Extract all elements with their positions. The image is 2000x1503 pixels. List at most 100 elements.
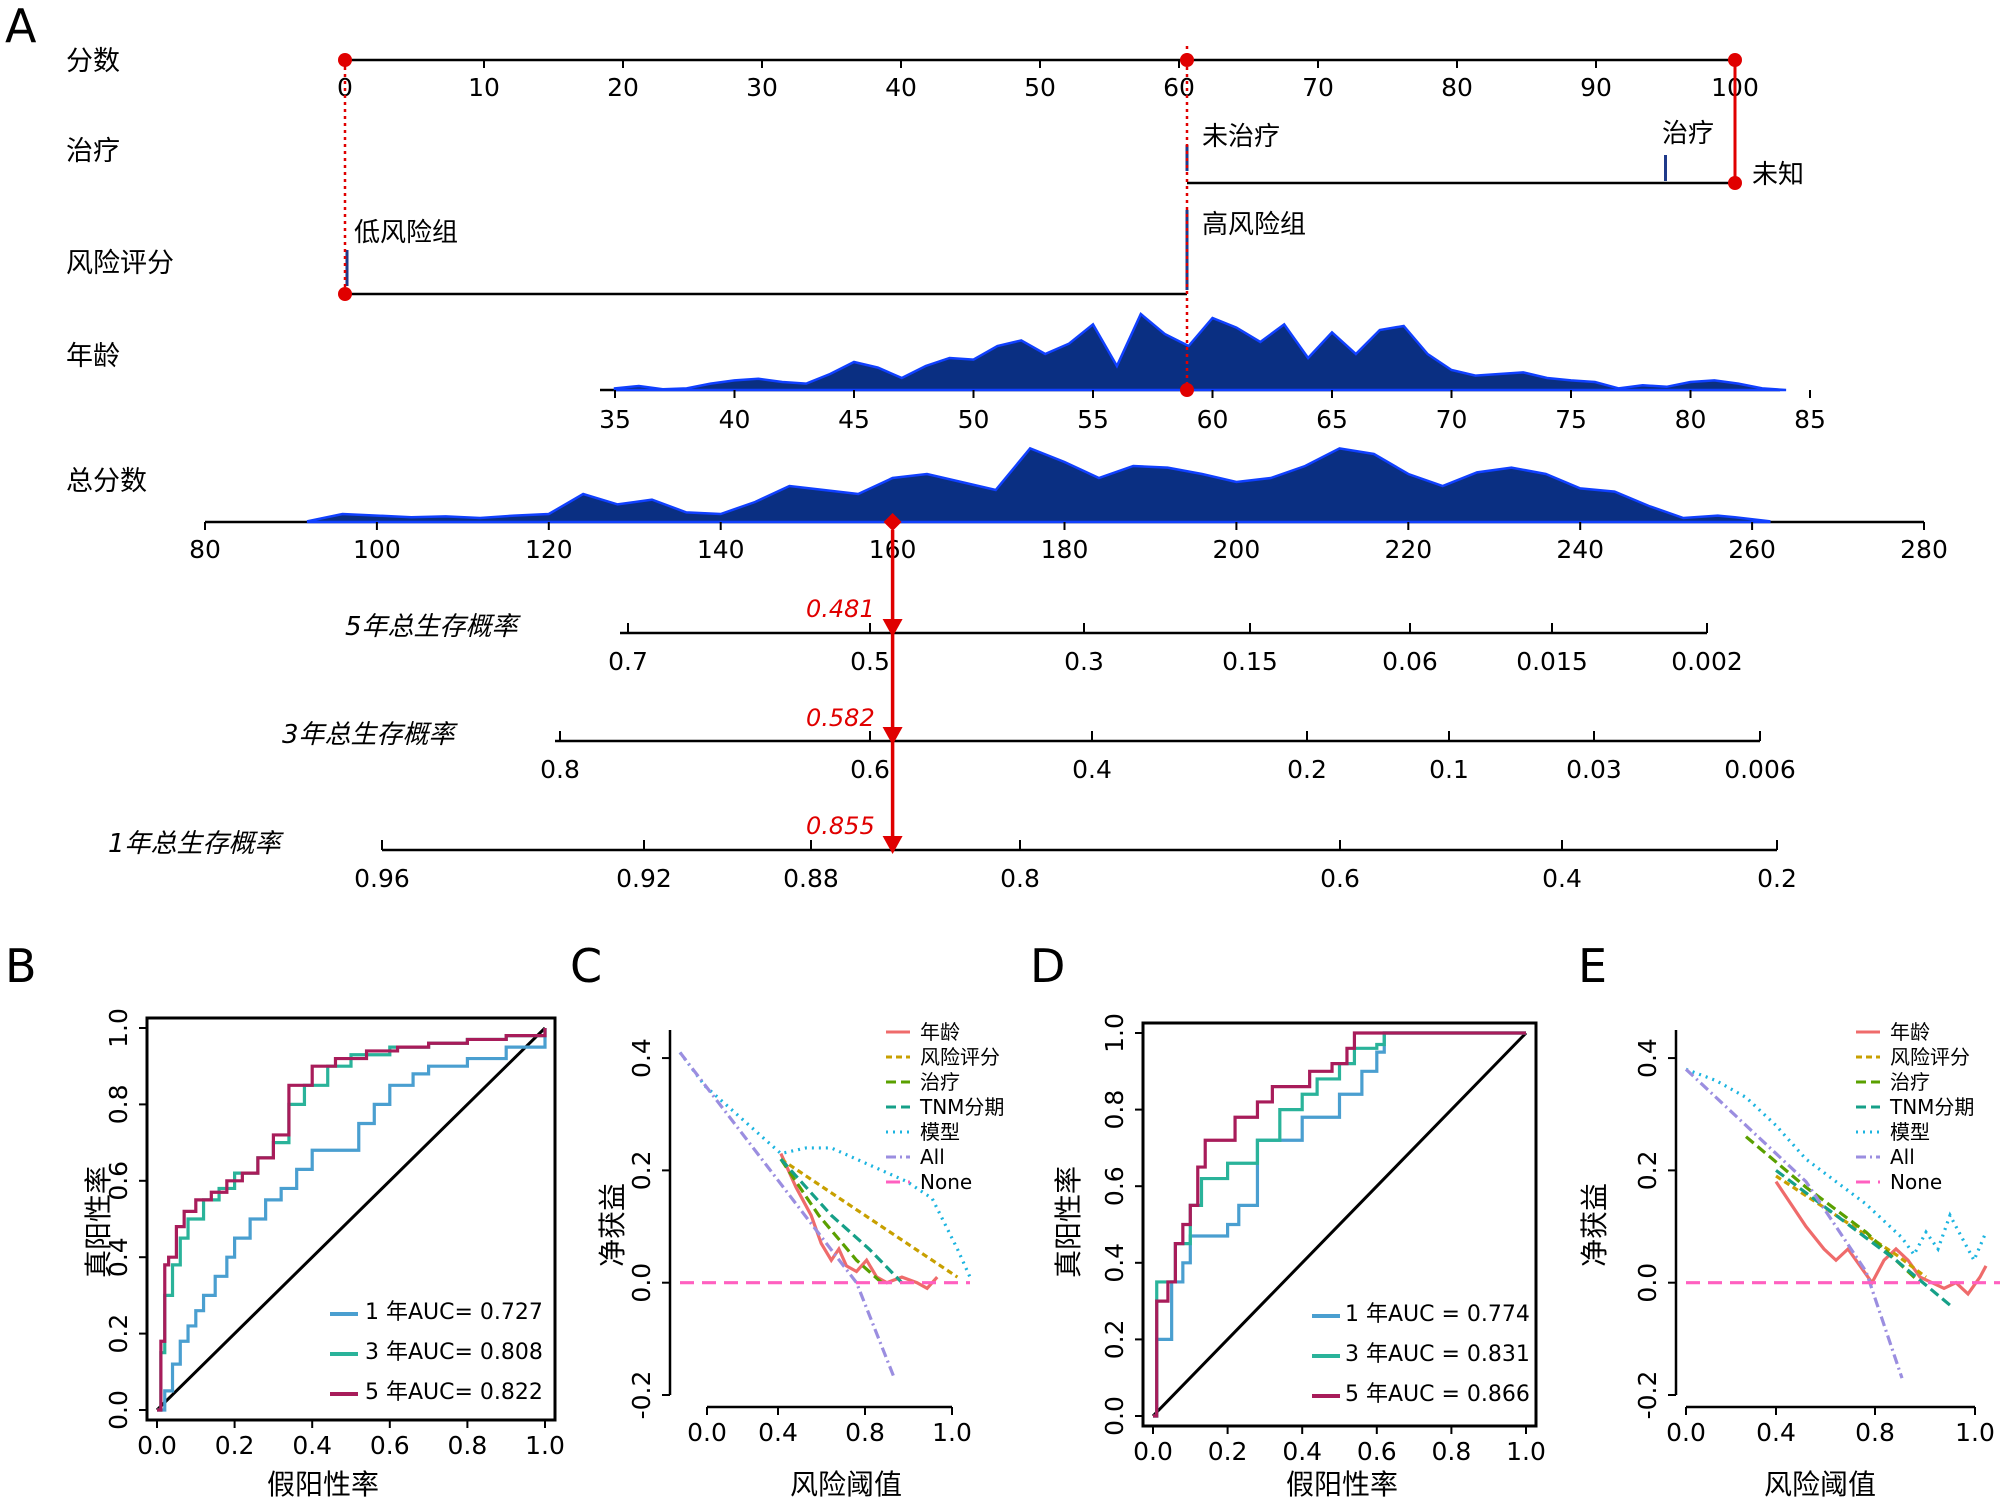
d-roc-curve-2 bbox=[1153, 1031, 1526, 1418]
row-label-1yr-survival: 1年总生存概率 bbox=[108, 829, 285, 859]
d-xtick-label: 0.2 bbox=[1208, 1437, 1248, 1466]
e-xtick-label: 1.0 bbox=[1955, 1418, 1995, 1447]
b-frame bbox=[145, 1016, 557, 1422]
survival-tick-label: 0.015 bbox=[1516, 647, 1588, 676]
e-legend-risk: 风险评分 bbox=[1890, 1045, 1970, 1069]
c-dca-curve-5 bbox=[678, 1051, 896, 1379]
e-xlabel: 风险阈值 bbox=[1764, 1468, 1876, 1501]
points-tick-label: 0 bbox=[337, 73, 353, 102]
c-legend-risk: 风险评分 bbox=[920, 1045, 1000, 1069]
age-tick-label: 60 bbox=[1197, 405, 1229, 434]
survival-tick-label: 0.6 bbox=[850, 755, 890, 784]
e-dca-curve-0 bbox=[1774, 1180, 1988, 1297]
age-tick-label: 55 bbox=[1077, 405, 1109, 434]
annot-1yr: 0.855 bbox=[806, 812, 875, 840]
e-legend-all: All bbox=[1890, 1145, 1915, 1169]
age-density-shape bbox=[613, 311, 1787, 392]
survival-tick-label: 0.92 bbox=[616, 864, 672, 893]
survival-tick-label: 0.7 bbox=[608, 647, 648, 676]
age-tick-label: 40 bbox=[719, 405, 751, 434]
c-xtick-label: 0.4 bbox=[758, 1418, 798, 1447]
red-dot-treatment-unknown bbox=[1728, 176, 1742, 190]
d-xtick-label: 0.6 bbox=[1357, 1437, 1397, 1466]
points-tick-label: 40 bbox=[885, 73, 917, 102]
row-label-age: 年龄 bbox=[66, 341, 120, 372]
e-dca-curve-4 bbox=[1685, 1067, 1988, 1264]
b-xtick-label: 1.0 bbox=[525, 1431, 565, 1460]
survival-tick-label: 0.88 bbox=[783, 864, 839, 893]
survival-tick-label: 0.8 bbox=[540, 755, 580, 784]
total-tick-label: 260 bbox=[1728, 535, 1776, 564]
annot-3yr: 0.582 bbox=[806, 704, 875, 732]
total-tick-label: 100 bbox=[353, 535, 401, 564]
e-ytick-label: 0.4 bbox=[1633, 1038, 1662, 1078]
c-legend-tnm: TNM分期 bbox=[919, 1095, 1004, 1119]
b-diagonal bbox=[155, 1026, 547, 1412]
level-untreated: 未治疗 bbox=[1202, 122, 1280, 152]
survival-tick-label: 0.4 bbox=[1072, 755, 1112, 784]
points-tick-label: 60 bbox=[1163, 73, 1195, 102]
red-dot-age bbox=[1180, 383, 1194, 397]
b-xtick-label: 0.4 bbox=[292, 1431, 332, 1460]
d-xlabel: 假阳性率 bbox=[1286, 1468, 1398, 1501]
e-ytick-label: 0.0 bbox=[1633, 1263, 1662, 1303]
b-legend-1: 1 年AUC= 0.727 bbox=[365, 1300, 543, 1325]
total-tick-label: 80 bbox=[189, 535, 221, 564]
points-tick-label: 30 bbox=[746, 73, 778, 102]
survival-tick-label: 0.002 bbox=[1671, 647, 1743, 676]
d-ytick-label: 0.6 bbox=[1100, 1166, 1129, 1206]
points-tick-label: 90 bbox=[1580, 73, 1612, 102]
b-roc-curve-2 bbox=[157, 1028, 547, 1412]
survival-tick-label: 0.06 bbox=[1382, 647, 1438, 676]
survival-tick-label: 0.96 bbox=[354, 864, 410, 893]
age-tick-label: 65 bbox=[1316, 405, 1348, 434]
c-dca-curve-1 bbox=[779, 1157, 959, 1279]
b-xtick-label: 0.0 bbox=[137, 1431, 177, 1460]
level-unknown: 未知 bbox=[1752, 160, 1804, 190]
b-ytick-label: 1.0 bbox=[104, 1008, 133, 1048]
d-ytick-label: 0.8 bbox=[1100, 1090, 1129, 1130]
d-diagonal bbox=[1151, 1031, 1528, 1418]
total-tick-label: 220 bbox=[1384, 535, 1432, 564]
e-legend-treatment: 治疗 bbox=[1890, 1070, 1930, 1094]
red-arrowhead bbox=[882, 727, 903, 745]
age-tick-label: 45 bbox=[838, 405, 870, 434]
age-tick-label: 75 bbox=[1555, 405, 1587, 434]
survival-tick-label: 0.2 bbox=[1757, 864, 1797, 893]
c-dca-curve-3 bbox=[779, 1158, 904, 1284]
b-legend-5: 5 年AUC= 0.822 bbox=[365, 1380, 543, 1405]
e-dca-curve-2 bbox=[1744, 1135, 1922, 1284]
total-tick-label: 280 bbox=[1900, 535, 1948, 564]
d-legend-3: 3 年AUC = 0.831 bbox=[1345, 1342, 1530, 1367]
c-xtick-label: 1.0 bbox=[932, 1418, 972, 1447]
panel-label-c: C bbox=[570, 939, 602, 993]
d-xtick-label: 0.0 bbox=[1133, 1437, 1173, 1466]
points-tick-label: 70 bbox=[1302, 73, 1334, 102]
survival-tick-label: 0.2 bbox=[1287, 755, 1327, 784]
c-legend-all: All bbox=[920, 1145, 945, 1169]
d-ylabel: 真阳性率 bbox=[1052, 1166, 1085, 1278]
total-tick-label: 180 bbox=[1041, 535, 1089, 564]
c-ytick-label: 0.0 bbox=[627, 1263, 656, 1303]
total-tick-label: 140 bbox=[697, 535, 745, 564]
b-roc-curve-0 bbox=[157, 1028, 547, 1412]
red-arrowhead bbox=[882, 836, 903, 854]
survival-tick-label: 0.6 bbox=[1320, 864, 1360, 893]
e-dca-curve-1 bbox=[1775, 1174, 1927, 1279]
d-xtick-label: 0.8 bbox=[1432, 1437, 1472, 1466]
e-ytick-label: -0.2 bbox=[1633, 1371, 1662, 1420]
d-xtick-label: 1.0 bbox=[1506, 1437, 1546, 1466]
row-label-risk-score: 风险评分 bbox=[66, 248, 174, 279]
age-tick-label: 50 bbox=[958, 405, 990, 434]
survival-tick-label: 0.006 bbox=[1724, 755, 1796, 784]
e-legend-age: 年龄 bbox=[1890, 1020, 1930, 1044]
b-xtick-label: 0.6 bbox=[370, 1431, 410, 1460]
panel-label-d: D bbox=[1030, 939, 1065, 993]
red-dot-risk-low bbox=[338, 287, 352, 301]
d-ytick-label: 1.0 bbox=[1100, 1013, 1129, 1053]
survival-tick-label: 0.03 bbox=[1566, 755, 1622, 784]
b-ytick-label: 0.0 bbox=[104, 1390, 133, 1430]
e-legend-none: None bbox=[1890, 1170, 1942, 1194]
c-ytick-label: 0.4 bbox=[627, 1038, 656, 1078]
